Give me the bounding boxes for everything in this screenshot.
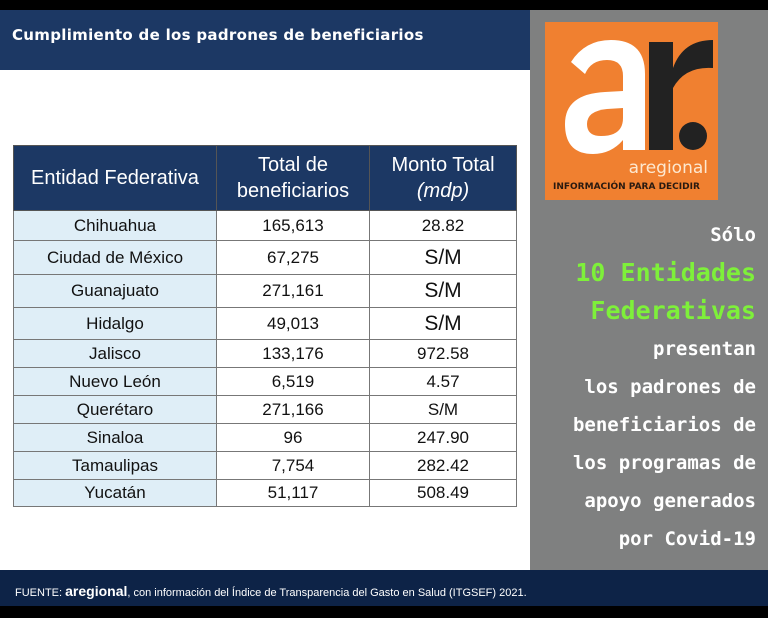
cell-total: 271,166 xyxy=(216,395,370,424)
cell-monto: 4.57 xyxy=(369,367,517,396)
cell-total: 271,161 xyxy=(216,274,370,308)
logo-mark-icon xyxy=(565,40,713,154)
cell-monto: S/M xyxy=(369,240,517,275)
cell-entidad: Guanajuato xyxy=(13,274,217,308)
beneficiaries-table: Entidad Federativa Total de beneficiario… xyxy=(13,145,517,507)
aregional-logo: aregional INFORMACIÓN PARA DECIDIR xyxy=(545,22,718,200)
table-row: Guanajuato 271,161 S/M xyxy=(13,274,517,308)
table-row: Yucatán 51,117 508.49 xyxy=(13,479,517,507)
table-row: Jalisco 133,176 972.58 xyxy=(13,339,517,368)
page-title: Cumplimiento de los padrones de benefici… xyxy=(0,10,530,70)
cell-monto: S/M xyxy=(369,307,517,340)
logo-name: aregional xyxy=(628,158,708,178)
footer-text: , con información del Índice de Transpar… xyxy=(127,587,527,599)
footer-brand: aregional xyxy=(65,583,128,599)
cell-monto: 28.82 xyxy=(369,210,517,241)
table-row: Tamaulipas 7,754 282.42 xyxy=(13,451,517,480)
msg-highlight: 10 Entidades xyxy=(575,258,756,287)
cell-total: 133,176 xyxy=(216,339,370,368)
cell-entidad: Jalisco xyxy=(13,339,217,368)
cell-entidad: Yucatán xyxy=(13,479,217,507)
col-monto-label: Monto Total xyxy=(391,154,495,176)
msg-line: presentan xyxy=(653,338,756,360)
cell-monto: 972.58 xyxy=(369,339,517,368)
msg-line: apoyo generados xyxy=(584,490,756,512)
table-row: Querétaro 271,166 S/M xyxy=(13,395,517,424)
cell-entidad: Sinaloa xyxy=(13,423,217,452)
table-row: Sinaloa 96 247.90 xyxy=(13,423,517,452)
logo-tagline: INFORMACIÓN PARA DECIDIR xyxy=(553,182,700,192)
cell-total: 51,117 xyxy=(216,479,370,507)
cell-entidad: Chihuahua xyxy=(13,210,217,241)
cell-total: 6,519 xyxy=(216,367,370,396)
col-monto: Monto Total (mdp) xyxy=(369,145,517,211)
cell-monto: S/M xyxy=(369,274,517,308)
msg-highlight: Federativas xyxy=(590,296,756,325)
cell-monto: 247.90 xyxy=(369,423,517,452)
cell-total: 96 xyxy=(216,423,370,452)
cell-monto: S/M xyxy=(369,395,517,424)
cell-monto: 508.49 xyxy=(369,479,517,507)
headline-message: Sólo 10 Entidades Federativas presentan … xyxy=(573,216,756,558)
cell-total: 7,754 xyxy=(216,451,370,480)
col-total: Total de beneficiarios xyxy=(216,145,370,211)
footer-prefix: FUENTE: xyxy=(15,587,66,599)
cell-entidad: Nuevo León xyxy=(13,367,217,396)
cell-entidad: Ciudad de México xyxy=(13,240,217,275)
table-row: Ciudad de México 67,275 S/M xyxy=(13,240,517,275)
cell-entidad: Querétaro xyxy=(13,395,217,424)
col-monto-unit: (mdp) xyxy=(416,180,470,202)
col-entidad: Entidad Federativa xyxy=(13,145,217,211)
cell-monto: 282.42 xyxy=(369,451,517,480)
table-row: Chihuahua 165,613 28.82 xyxy=(13,210,517,241)
cell-total: 67,275 xyxy=(216,240,370,275)
table-row: Nuevo León 6,519 4.57 xyxy=(13,367,517,396)
msg-line: beneficiarios de xyxy=(572,414,756,436)
cell-total: 165,613 xyxy=(216,210,370,241)
msg-line: los padrones de xyxy=(584,376,756,398)
msg-line: los programas de xyxy=(572,452,756,474)
msg-line: Sólo xyxy=(710,224,756,246)
table-row: Hidalgo 49,013 S/M xyxy=(13,307,517,340)
cell-total: 49,013 xyxy=(216,307,370,340)
source-footer: FUENTE: aregional, con información del Í… xyxy=(0,570,768,606)
msg-line: por Covid-19 xyxy=(618,528,756,550)
cell-entidad: Tamaulipas xyxy=(13,451,217,480)
cell-entidad: Hidalgo xyxy=(13,307,217,340)
